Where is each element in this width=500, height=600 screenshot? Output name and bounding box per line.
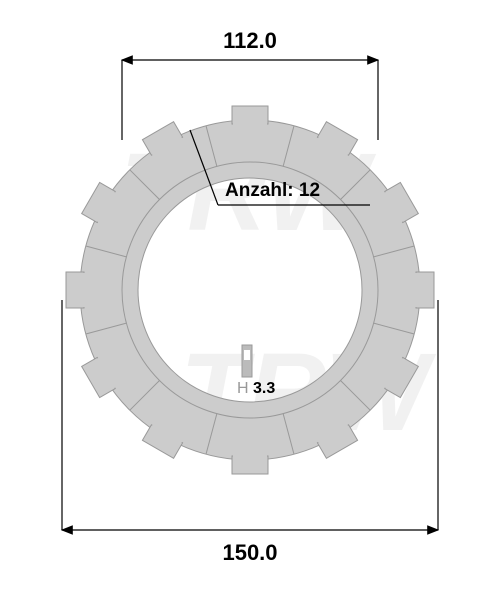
thickness-prefix: H: [237, 380, 253, 397]
outer-diameter-value: 150.0: [0, 540, 500, 566]
drawing-container: TRW TRW 112.0 150.0 Anzahl: 12 H 3.3: [0, 0, 500, 600]
thickness-marker: [242, 345, 252, 377]
thickness-value: 3.3: [253, 380, 275, 397]
inner-diameter-value: 112.0: [0, 28, 500, 54]
thickness-label: H 3.3: [237, 380, 275, 398]
technical-drawing-svg: TRW TRW: [0, 0, 500, 600]
tab-count-label: Anzahl: 12: [225, 180, 320, 202]
